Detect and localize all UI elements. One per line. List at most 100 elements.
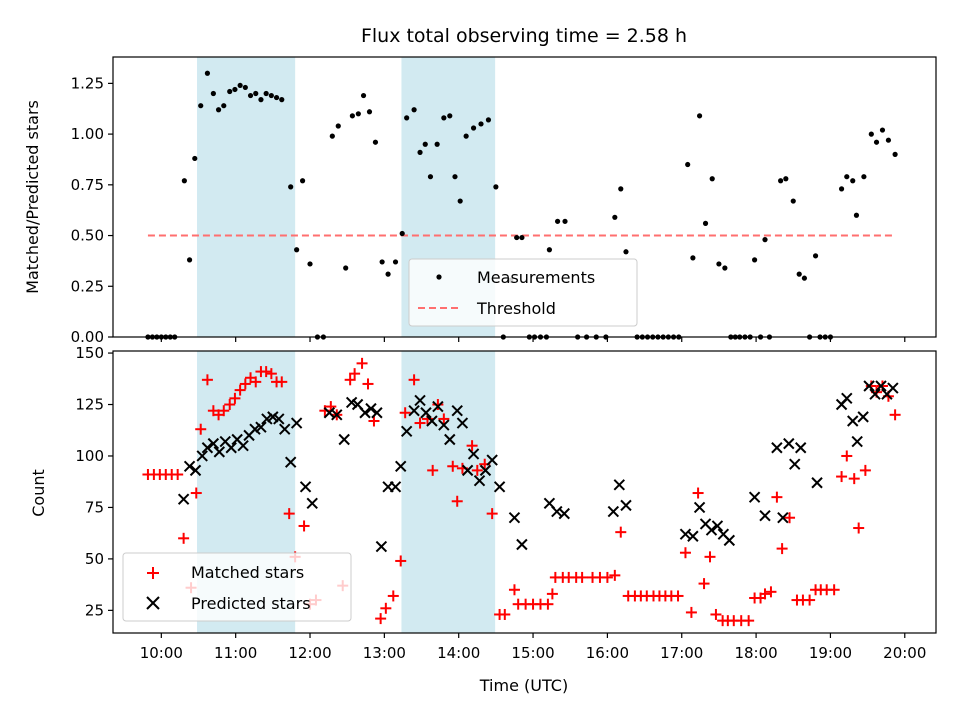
measurement-point [392,259,399,265]
predicted-star-marker [371,407,383,419]
matched-star-marker [508,584,520,596]
measurement-point [258,97,264,103]
measurement-point [360,92,367,99]
predicted-star-marker [771,442,783,454]
measurement-point [427,174,434,180]
measurement-point [404,115,410,121]
matched-star-marker [239,378,251,390]
ratio-panel-frame [112,56,937,338]
predicted-star-marker [375,540,388,553]
matched-star-marker [362,378,374,390]
measurement-point [751,257,758,263]
predicted-star-marker [516,538,528,551]
predicted-star-marker [389,481,402,493]
measurement-point [299,178,306,184]
predicted-star-marker [451,404,463,417]
predicted-star-marker [847,415,859,427]
measurement-point [850,178,856,184]
matched-star-marker [414,417,426,429]
predicted-star-marker [237,439,249,452]
predicted-star-marker [183,460,196,472]
matched-star-marker [178,532,190,544]
predicted-star-marker [693,501,706,514]
legend-matched-label: Matched stars [191,563,304,582]
x-tick-label: 12:00 [288,644,331,662]
measurement-point [232,86,238,93]
matched-star-marker [276,376,288,388]
measurement-point [463,133,469,139]
measurement-point [343,265,349,271]
y-tick-label: 50 [85,550,104,568]
predicted-star-marker [748,491,761,503]
x-tick-label: 19:00 [809,644,852,662]
predicted-star-marker [201,442,214,454]
measurement-point [307,261,313,267]
matched-star-marker [784,512,796,524]
matched-star-marker [743,615,755,627]
y-tick-label: 150 [75,344,104,362]
y-tick-label: 0.50 [71,227,104,245]
measurement-point [294,247,300,253]
predicted-star-marker [558,507,570,520]
predicted-star-marker [479,464,492,477]
measurement-point [796,271,802,277]
measurement-point [879,127,886,133]
predicted-star-marker [331,409,343,421]
y-tick-label: 1.00 [71,125,104,143]
matched-star-marker [201,374,213,386]
x-tick-label: 20:00 [883,644,926,662]
measurement-point [263,90,269,97]
matched-star-marker [234,384,246,396]
y-tick-label: 100 [75,447,104,465]
observing-interval-shading [197,57,496,337]
predicted-star-marker [613,479,625,491]
matched-star-marker [395,555,407,567]
matched-star-marker [298,520,310,532]
measurement-point [441,115,447,121]
measurement-point [546,247,553,253]
measurement-point [790,198,796,204]
measurement-point [702,220,709,226]
matched-star-marker [375,613,387,625]
count-panel: 10:00 11:00 12:00 13:00 14:00 15:00 16:00 17:00… [29,344,937,695]
measurement-point [273,94,280,101]
measurement-point [385,271,391,277]
matched-star-marker [190,487,202,499]
legend-measurements-marker [436,274,442,280]
predicted-star-marker [783,437,795,450]
measurement-point [447,113,453,119]
predicted-star-marker [438,419,450,431]
count-panel-y-ticks: 25 50 75 100 125 150 [75,344,113,619]
predicted-star-marker [875,380,887,392]
measurement-point [237,82,243,89]
ratio-panel: 0.00 0.25 0.50 0.75 1.00 1.25 Matched/Predict… [23,56,937,346]
predicted-star-marker [420,407,432,419]
predicted-star-marker [687,530,699,542]
predicted-star-marker [365,402,377,415]
ratio-panel-x-ticks [160,337,906,342]
predicted-star-marker [811,477,823,489]
measurement-point [554,218,561,224]
measurement-point [417,149,423,155]
matched-star-marker [195,423,207,435]
matched-star-marker [427,464,439,476]
measurement-point [519,234,525,241]
predicted-star-marker [759,509,771,522]
predicted-star-marker [408,404,420,417]
predicted-star-marker [723,534,736,547]
measurement-point [329,133,335,139]
predicted-star-marker [432,400,444,413]
measurement-point [210,90,216,97]
measurement-point [411,107,417,113]
ratio-panel-ylabel: Matched/Predicted stars [23,100,42,294]
matched-star-marker [765,586,777,598]
matched-star-marker [356,357,368,369]
x-tick-label: 18:00 [734,644,777,662]
matched-star-marker [759,588,771,600]
measurement-point [253,90,259,97]
matched-star-marker [387,590,399,602]
matched-star-marker [344,374,356,386]
measurement-point [868,131,874,137]
predicted-star-marker [705,524,718,536]
measurement-point [279,97,285,103]
